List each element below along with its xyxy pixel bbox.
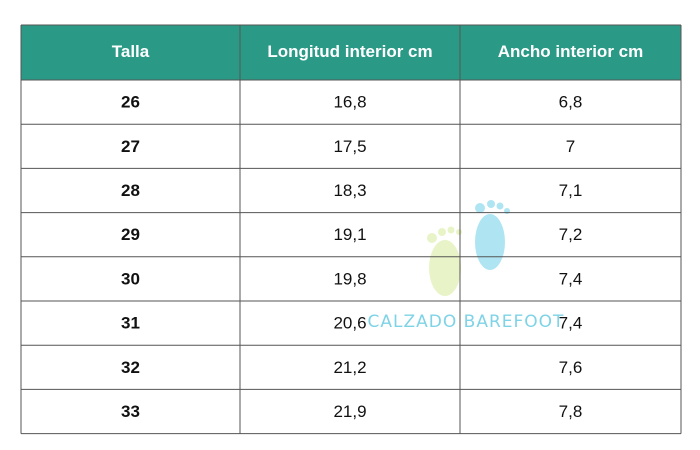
measure-cell: 21,9 [333,402,366,421]
measure-cell: 7,4 [559,269,583,288]
measure-cell: 7,2 [559,225,583,244]
measure-cell: 7,6 [559,358,583,377]
size-cell: 26 [121,93,140,112]
measure-cell: 17,5 [333,137,366,156]
measure-cell: 7,1 [559,181,583,200]
size-cell: 31 [121,314,140,333]
table-grid [20,24,682,435]
size-cell: 32 [121,358,140,377]
watermark-logo [427,200,510,296]
size-cell: 27 [121,137,140,156]
header-background [21,25,681,80]
size-cell: 30 [121,269,140,288]
measure-cell: 21,2 [333,358,366,377]
watermark-text: CALZADO BAREFOOT [368,312,565,332]
measure-cell: 6,8 [559,93,583,112]
size-cell: 29 [121,225,140,244]
header-cell: Talla [112,42,150,61]
measure-cell: 19,8 [333,269,366,288]
measure-cell: 19,1 [333,225,366,244]
measure-cell: 18,3 [333,181,366,200]
measure-cell: 20,6 [333,314,366,333]
measure-cell: 7,8 [559,402,583,421]
header-cell: Ancho interior cm [498,42,643,61]
measure-cell: 16,8 [333,93,366,112]
size-cell: 33 [121,402,140,421]
size-cell: 28 [121,181,140,200]
measure-cell: 7 [566,137,575,156]
header-cell: Longitud interior cm [267,42,432,61]
measure-cell: 7,4 [559,314,583,333]
